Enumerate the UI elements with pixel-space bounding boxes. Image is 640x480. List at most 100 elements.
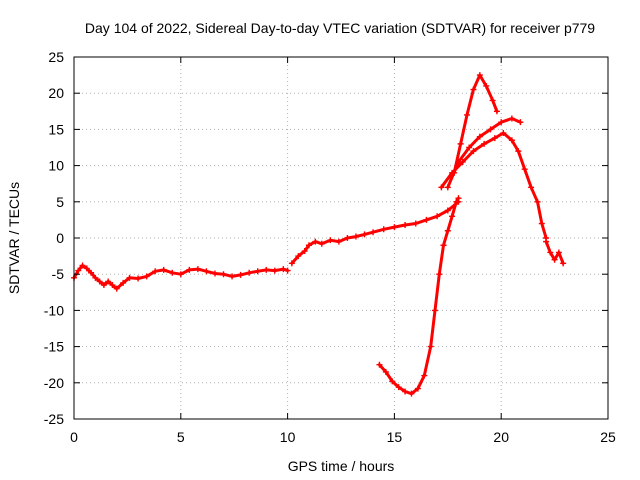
- series-line: [452, 73, 499, 175]
- series-line: [377, 196, 460, 396]
- data-point: [143, 273, 150, 280]
- series-1: [71, 262, 291, 292]
- data-point: [135, 275, 142, 282]
- data-point: [263, 266, 270, 273]
- data-point: [376, 361, 383, 368]
- data-point: [113, 285, 120, 292]
- y-tick-label: 0: [56, 230, 64, 246]
- chart-title: Day 104 of 2022, Sidereal Day-to-day VTE…: [85, 20, 595, 36]
- data-point: [370, 229, 377, 236]
- data-point: [489, 97, 496, 104]
- x-tick-label: 25: [600, 429, 616, 445]
- data-point: [521, 166, 528, 173]
- grid-lines: [74, 57, 608, 419]
- y-tick-label: 10: [48, 158, 64, 174]
- series-5: [438, 130, 550, 241]
- data-point: [177, 271, 184, 278]
- data-point: [327, 237, 334, 244]
- data-point: [528, 184, 535, 191]
- data-point: [284, 267, 291, 274]
- y-tick-label: 5: [56, 194, 64, 210]
- data-point: [491, 135, 498, 142]
- x-tick-label: 0: [70, 429, 78, 445]
- data-point: [186, 266, 193, 273]
- data-point: [436, 271, 443, 278]
- data-point: [246, 269, 253, 276]
- data-point: [96, 278, 103, 285]
- y-tick-label: -25: [44, 411, 64, 427]
- data-point: [220, 271, 227, 278]
- x-tick-label: 20: [493, 429, 509, 445]
- data-point: [414, 385, 421, 392]
- data-point: [453, 198, 460, 205]
- data-point: [408, 390, 415, 397]
- data-point: [92, 274, 99, 281]
- data-point: [508, 137, 515, 144]
- data-point: [444, 207, 451, 214]
- series-7: [376, 195, 462, 397]
- data-point: [295, 253, 302, 260]
- data-point: [543, 238, 550, 245]
- series-line: [439, 131, 548, 240]
- data-point: [335, 238, 342, 245]
- series-2: [288, 198, 462, 267]
- series-4: [444, 115, 524, 191]
- data-point: [476, 72, 483, 79]
- x-tick-label: 10: [280, 429, 296, 445]
- data-point: [538, 220, 545, 227]
- data-point: [500, 130, 507, 137]
- data-point: [83, 265, 90, 272]
- data-point: [160, 266, 167, 273]
- data-point: [391, 224, 398, 231]
- data-point: [169, 269, 176, 276]
- data-point: [229, 273, 236, 280]
- data-point: [402, 221, 409, 228]
- data-point: [152, 268, 159, 275]
- data-series: [71, 72, 567, 397]
- data-point: [444, 227, 451, 234]
- axis-ticks: [73, 56, 609, 420]
- data-point: [421, 372, 428, 379]
- data-point: [254, 268, 261, 275]
- data-point: [288, 260, 295, 267]
- data-point: [312, 238, 319, 245]
- data-point: [476, 133, 483, 140]
- data-point: [100, 282, 107, 289]
- data-point: [382, 368, 389, 375]
- data-point: [380, 226, 387, 233]
- data-point: [431, 307, 438, 314]
- data-point: [211, 270, 218, 277]
- data-point: [120, 279, 127, 286]
- y-tick-label: -10: [44, 302, 64, 318]
- data-point: [423, 216, 430, 223]
- data-point: [402, 388, 409, 395]
- data-point: [194, 266, 201, 273]
- data-point: [555, 249, 562, 256]
- series-6: [543, 238, 567, 267]
- axis-tick-labels: 0 5 10 15 20 25 -25 -20 -15 -10 -5 0 5 10 15 20 25: [44, 49, 616, 445]
- data-point: [487, 126, 494, 133]
- data-point: [412, 220, 419, 227]
- data-point: [457, 140, 464, 147]
- data-point: [271, 267, 278, 274]
- y-tick-label: 25: [48, 49, 64, 65]
- y-tick-label: 15: [48, 121, 64, 137]
- data-point: [434, 213, 441, 220]
- data-point: [470, 148, 477, 155]
- data-point: [464, 111, 471, 118]
- x-tick-label: 15: [387, 429, 403, 445]
- x-axis-label: GPS time / hours: [288, 458, 395, 474]
- data-point: [440, 242, 447, 249]
- data-point: [203, 268, 210, 275]
- data-point: [305, 242, 312, 249]
- data-point: [88, 269, 95, 276]
- data-point: [75, 267, 82, 274]
- data-point: [483, 82, 490, 89]
- y-tick-label: 20: [48, 85, 64, 101]
- x-tick-label: 5: [177, 429, 185, 445]
- y-tick-label: -20: [44, 375, 64, 391]
- data-point: [105, 278, 112, 285]
- data-point: [481, 140, 488, 147]
- data-point: [508, 115, 515, 122]
